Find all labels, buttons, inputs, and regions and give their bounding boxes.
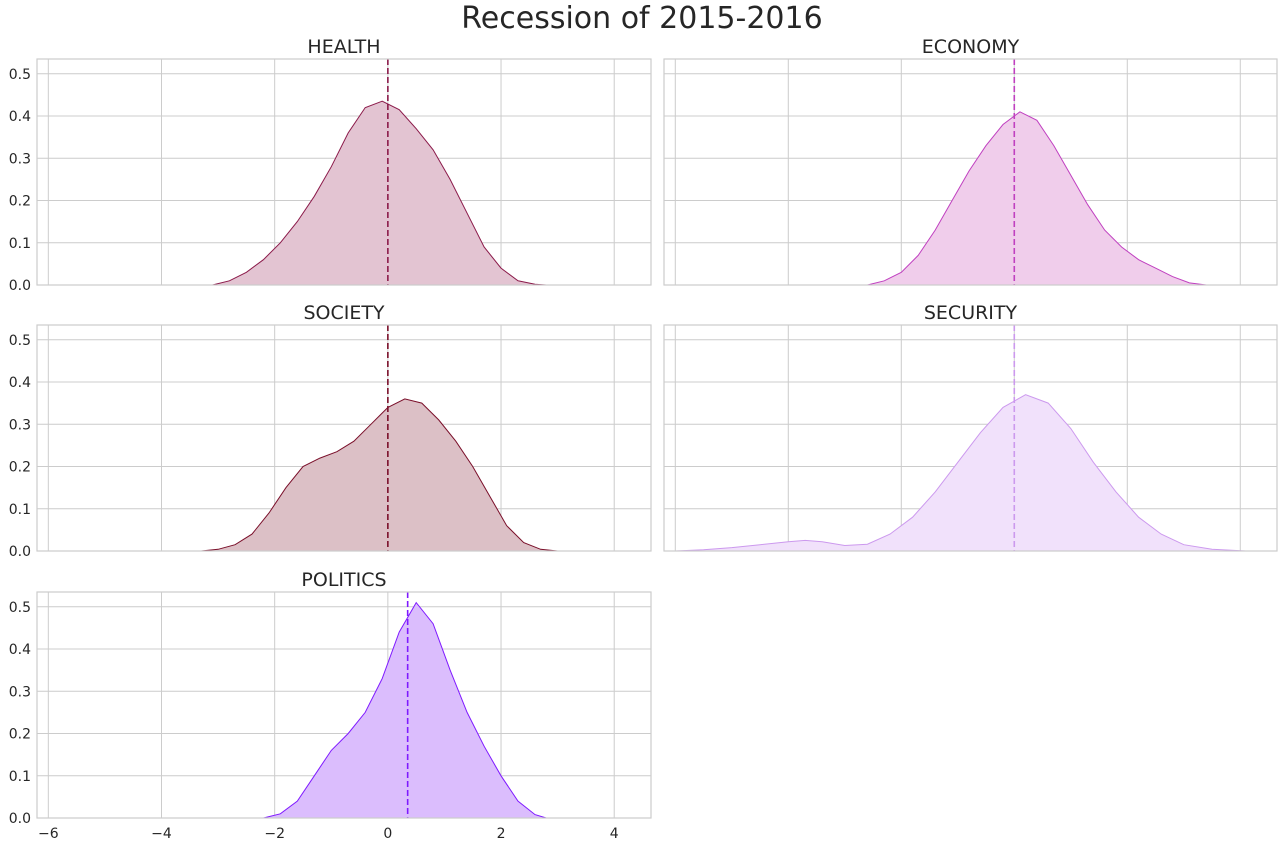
density-line xyxy=(212,100,547,286)
x-tick-label: −2 xyxy=(264,826,285,842)
density-line xyxy=(263,601,547,819)
y-tick-label: 0.5 xyxy=(9,600,31,616)
density-area xyxy=(263,602,547,818)
density-line xyxy=(675,394,1246,552)
density-line xyxy=(201,398,558,552)
axes-frame xyxy=(663,58,1278,286)
density-area xyxy=(675,394,1246,551)
y-tick-label: 0.3 xyxy=(9,684,31,700)
subplot-title: POLITICS xyxy=(301,569,386,591)
y-tick-label: 0.4 xyxy=(9,109,31,125)
axes-frame xyxy=(36,58,652,286)
y-tick-label: 0.2 xyxy=(9,460,31,476)
subplot-health: HEALTH 0.0 0.1 0.2 0.3 0.4 0.5 xyxy=(9,36,652,294)
y-tick-label: 0.3 xyxy=(9,151,31,167)
subplot-title: ECONOMY xyxy=(922,36,1020,58)
density-area xyxy=(212,101,547,285)
y-tick-label: 0.5 xyxy=(9,67,31,83)
x-tick-label: 4 xyxy=(610,826,619,842)
x-tick-label: −6 xyxy=(38,826,59,842)
y-tick-label: 0.1 xyxy=(9,236,31,252)
y-tick-label: 0.1 xyxy=(9,769,31,785)
y-tick-label: 0.0 xyxy=(9,811,31,827)
axes-frame xyxy=(36,324,652,552)
x-tick-label: 0 xyxy=(383,826,392,842)
subplot-security: SECURITY xyxy=(663,302,1278,552)
y-tick-label: 0.5 xyxy=(9,333,31,349)
density-area xyxy=(201,398,558,551)
axes-frame xyxy=(663,324,1278,552)
subplot-society: SOCIETY 0.0 0.1 0.2 0.3 0.4 0.5 xyxy=(9,302,652,560)
y-tick-label: 0.0 xyxy=(9,278,31,294)
y-tick-label: 0.2 xyxy=(9,727,31,743)
x-tick-label: 2 xyxy=(497,826,506,842)
subplot-title: HEALTH xyxy=(307,36,380,58)
subplot-politics: POLITICS 0.0 0.1 0.2 0.3 0.4 0.5 −6 −4 −2 0 2 4 xyxy=(9,569,652,842)
y-tick-label: 0.4 xyxy=(9,642,31,658)
y-tick-label: 0.4 xyxy=(9,375,31,391)
density-area xyxy=(867,111,1207,285)
axes-frame xyxy=(36,591,652,819)
subplot-title: SECURITY xyxy=(924,302,1018,324)
y-tick-label: 0.0 xyxy=(9,544,31,560)
y-tick-label: 0.1 xyxy=(9,502,31,518)
density-line xyxy=(867,111,1207,286)
subplot-title: SOCIETY xyxy=(303,302,384,324)
subplot-economy: ECONOMY xyxy=(663,36,1278,286)
y-tick-label: 0.3 xyxy=(9,417,31,433)
y-tick-label: 0.2 xyxy=(9,194,31,210)
figure-title: Recession of 2015-2016 xyxy=(461,1,823,36)
x-tick-label: −4 xyxy=(151,826,172,842)
